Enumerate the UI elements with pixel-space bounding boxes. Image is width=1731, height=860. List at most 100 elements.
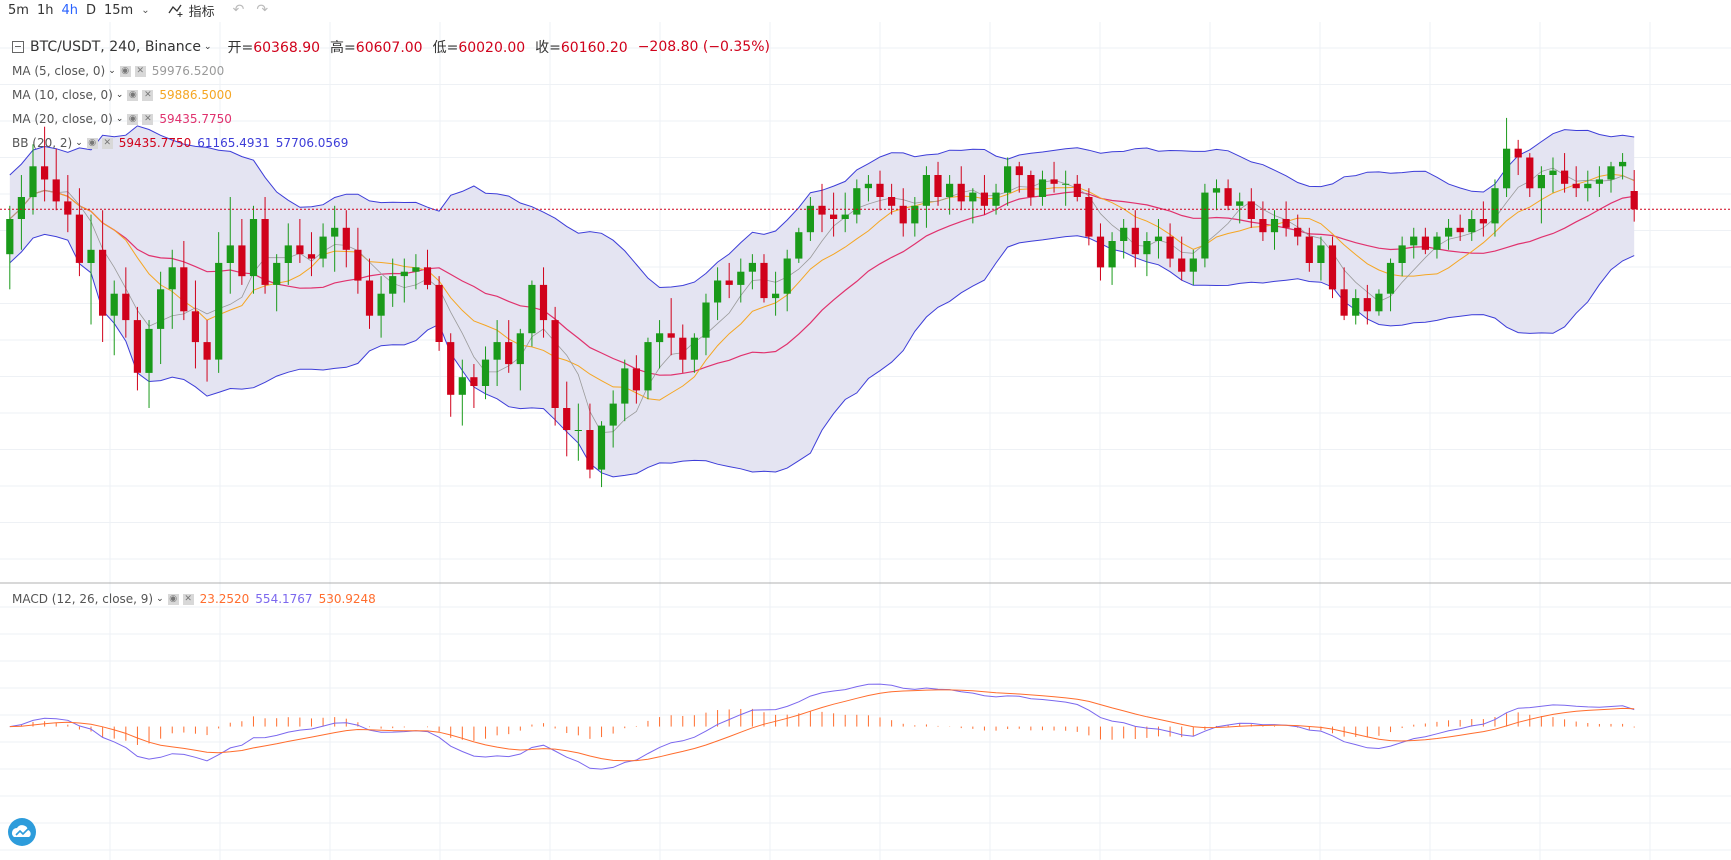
candle-body [1514,148,1522,158]
interval-d[interactable]: D [85,2,96,18]
candle-body [841,214,849,219]
interval-5m[interactable]: 5m [8,2,29,18]
candle-body [574,430,582,431]
ma10-label[interactable]: MA (10, close, 0) [12,88,113,102]
candle-body [667,333,675,338]
signal-line [9,689,1635,762]
candle-body [621,368,629,404]
chevron-down-icon[interactable]: ⌄ [115,90,124,100]
candle-body [75,214,83,263]
candle-body [1572,183,1580,189]
candle-body [1456,227,1464,233]
redo-icon[interactable]: ↷ [256,2,269,18]
candle-body [1189,258,1197,272]
close-icon[interactable]: ✕ [142,113,154,125]
candle-body [458,377,466,395]
candle-body [249,219,258,277]
candle-body [516,333,524,365]
logo-icon[interactable] [8,818,36,846]
candle-body [1236,201,1244,206]
candle-body [632,368,640,391]
candle-body [145,328,153,373]
candle-body [307,254,316,259]
candle-body [1340,289,1348,316]
eye-icon[interactable]: ◉ [86,137,98,149]
candle-body [1062,183,1070,185]
macd-pane [9,683,1635,770]
candle-body [1015,166,1023,176]
candle-body [1375,293,1383,312]
candle-body [342,227,350,250]
candle-body [1073,183,1081,197]
macd-signal-value: 530.9248 [318,592,376,606]
candle-body [702,302,710,338]
candle-body [1410,236,1418,246]
candle-body [539,284,548,321]
candle-body [737,271,745,285]
close-icon[interactable]: ✕ [101,137,113,149]
chevron-down-icon[interactable]: ⌄ [115,114,124,124]
candle-body [1607,166,1615,180]
candle-body [238,245,246,277]
bb-label[interactable]: BB (20, 2) [12,136,73,150]
eye-icon[interactable]: ◉ [119,65,131,77]
bb-legend: BB (20, 2) ⌄ ◉ ✕ 59435.7750 61165.4931 577… [12,136,348,150]
candle-body [969,192,977,202]
macd-label[interactable]: MACD (12, 26, close, 9) [12,592,154,606]
bb-upper-value: 61165.4931 [197,136,270,150]
indicator-icon [168,4,183,17]
ma20-line [9,189,1635,376]
chevron-down-icon[interactable]: ⌄ [141,4,150,16]
candle-body [64,201,72,215]
eye-icon[interactable]: ◉ [127,89,139,101]
candle-body [1549,170,1557,175]
candle-body [29,166,37,198]
candle-body [609,403,617,426]
candle-body [1050,179,1058,184]
interval-1h[interactable]: 1h [36,2,54,18]
interval-4h[interactable]: 4h [61,2,78,18]
candle-body [122,293,130,321]
interval-15m[interactable]: 15m [103,2,134,18]
candle-body [1352,298,1360,316]
macd-hist-value: 23.2520 [199,592,250,606]
candle-body [876,183,884,197]
chevron-down-icon[interactable]: ⌄ [108,66,116,76]
candle-body [203,342,211,360]
candle-body [644,342,652,391]
candle-body [1584,183,1592,189]
candle-body [319,236,327,259]
chevron-down-icon[interactable]: ⌄ [75,138,83,148]
eye-icon[interactable]: ◉ [127,113,139,125]
candle-body [911,205,919,224]
candle-body [284,245,292,263]
candle-body [423,267,432,285]
close-icon[interactable]: ✕ [182,593,194,605]
ma5-label[interactable]: MA (5, close, 0) [12,64,106,78]
candle-body [1619,161,1627,167]
candle-body [934,175,942,197]
collapse-icon[interactable] [12,41,24,53]
undo-icon[interactable]: ↶ [232,2,245,18]
candle-body [980,192,988,206]
eye-icon[interactable]: ◉ [167,593,179,605]
chevron-down-icon[interactable]: ⌄ [203,42,212,52]
candle-body [563,408,571,430]
close-icon[interactable]: ✕ [134,65,146,77]
candle-body [180,267,188,312]
close-icon[interactable]: ✕ [142,89,154,101]
candle-body [1085,197,1093,237]
ma20-label[interactable]: MA (20, close, 0) [12,112,113,126]
candle-body [830,214,838,219]
indicators-button[interactable]: 指标 [168,1,215,20]
candle-body [1595,179,1603,184]
candle-body [493,342,501,360]
chevron-down-icon[interactable]: ⌄ [156,594,164,604]
candle-body [957,183,965,202]
bb-fill [9,125,1635,477]
symbol-label[interactable]: BTC/USDT, 240, Binance [30,39,201,55]
ma20-legend: MA (20, close, 0) ⌄ ◉ ✕ 59435.7750 [12,112,232,126]
moving-averages [9,167,1635,434]
candle-body [853,188,861,215]
